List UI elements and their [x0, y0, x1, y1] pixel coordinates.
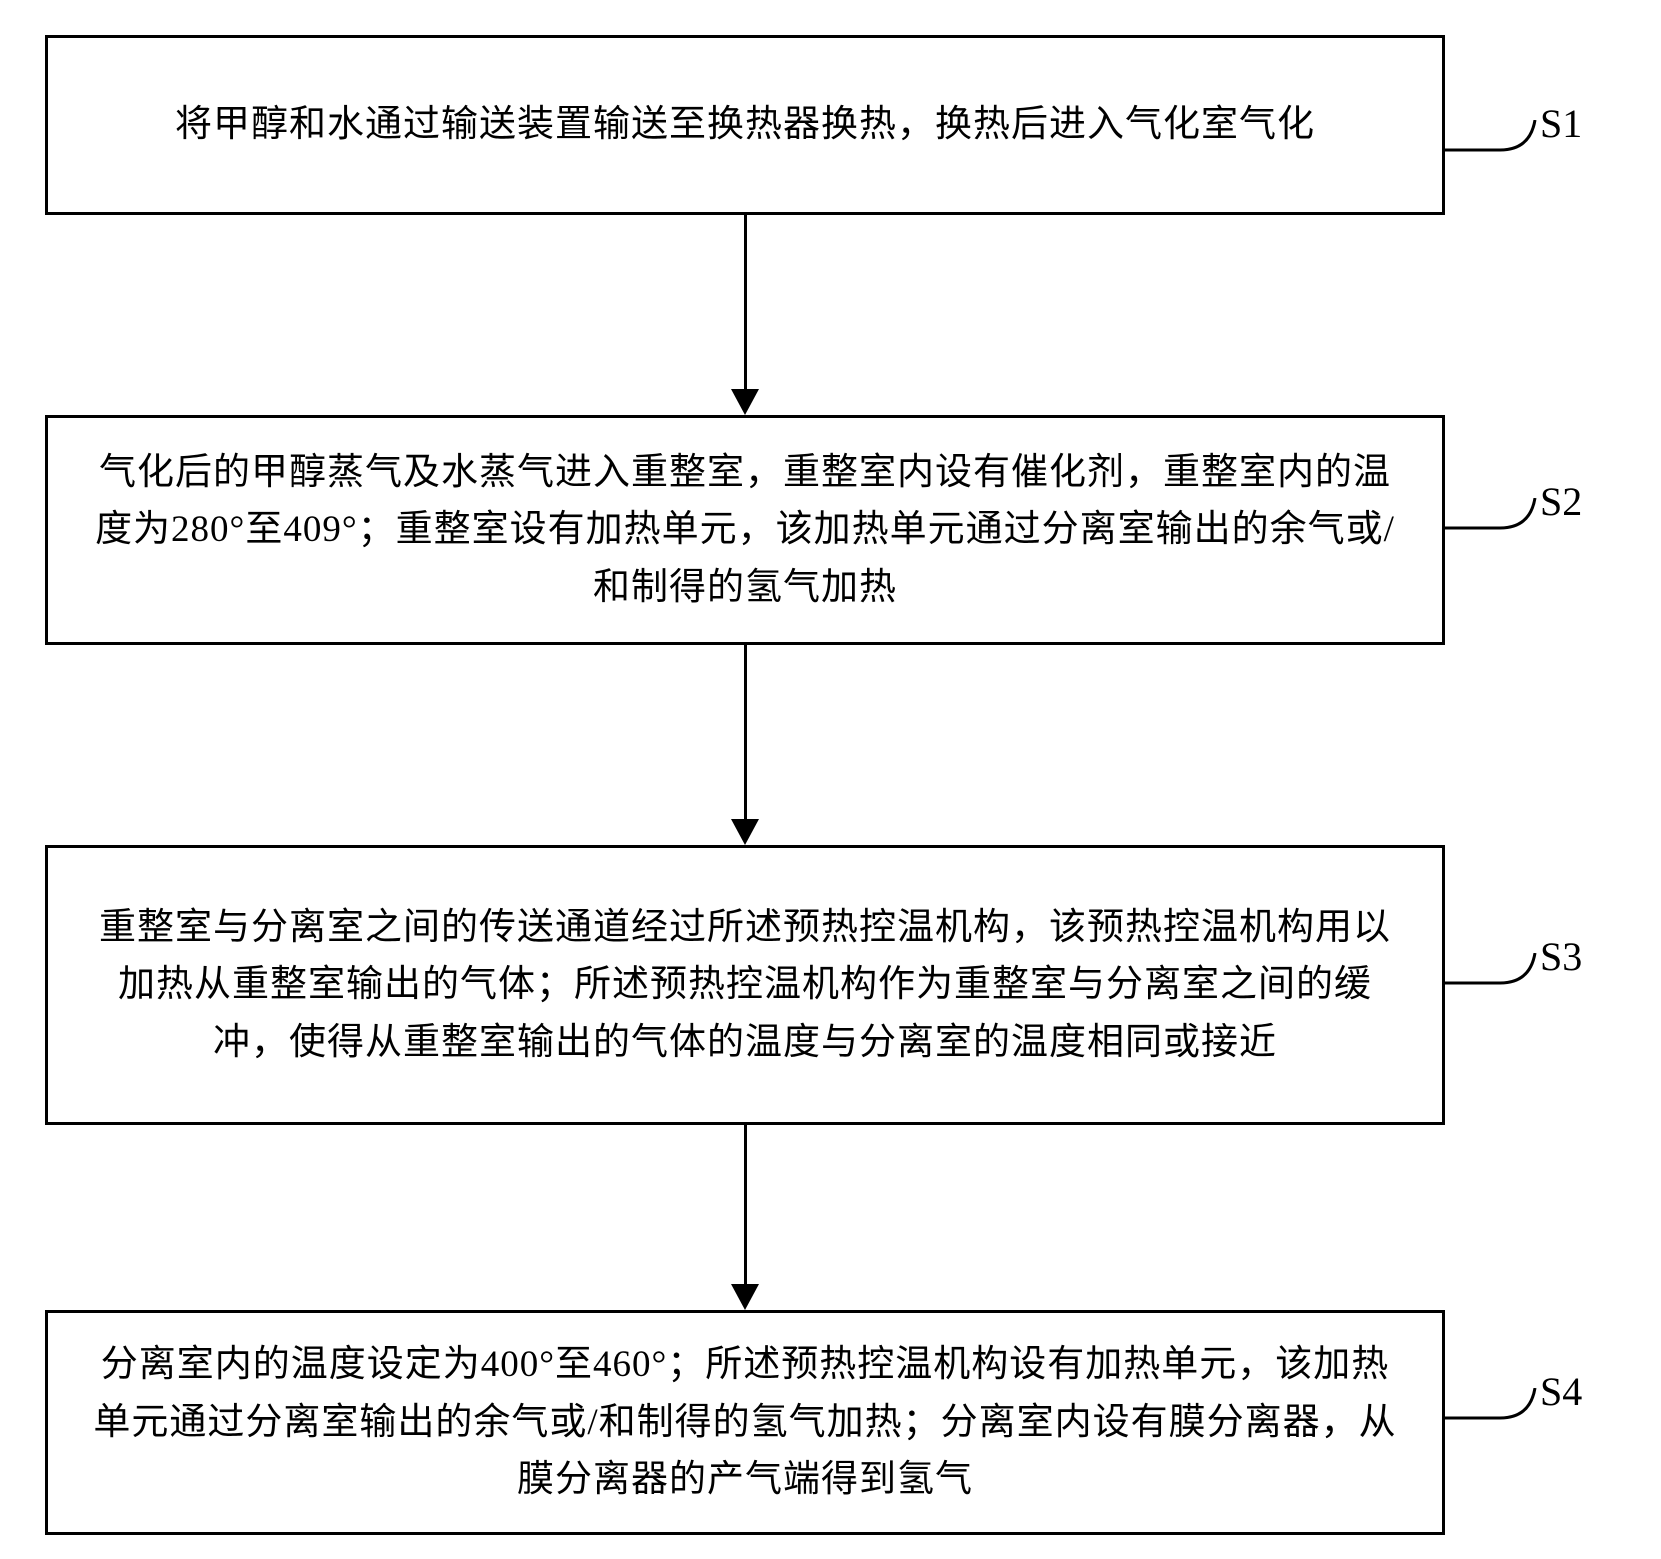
node-text: 分离室内的温度设定为400°至460°；所述预热控温机构设有加热单元，该加热单元…	[88, 1336, 1402, 1508]
arrow-head-icon	[731, 389, 759, 415]
flow-node-s1: 将甲醇和水通过输送装置输送至换热器换热，换热后进入气化室气化	[45, 35, 1445, 215]
connector-s2	[1445, 498, 1540, 558]
flow-node-s3: 重整室与分离室之间的传送通道经过所述预热控温机构，该预热控温机构用以加热从重整室…	[45, 845, 1445, 1125]
arrow-head-icon	[731, 1284, 759, 1310]
flow-node-s2: 气化后的甲醇蒸气及水蒸气进入重整室，重整室内设有催化剂，重整室内的温度为280°…	[45, 415, 1445, 645]
connector-s4	[1445, 1388, 1540, 1448]
step-label-s2: S2	[1540, 478, 1582, 525]
arrow-head-icon	[731, 819, 759, 845]
step-label-s3: S3	[1540, 933, 1582, 980]
connector-s3	[1445, 953, 1540, 1013]
node-text: 重整室与分离室之间的传送通道经过所述预热控温机构，该预热控温机构用以加热从重整室…	[88, 899, 1402, 1071]
arrow-line	[744, 645, 747, 819]
flowchart-canvas: 将甲醇和水通过输送装置输送至换热器换热，换热后进入气化室气化 S1 气化后的甲醇…	[0, 0, 1661, 1559]
arrow-line	[744, 1125, 747, 1284]
step-label-s1: S1	[1540, 100, 1582, 147]
step-label-s4: S4	[1540, 1368, 1582, 1415]
node-text: 气化后的甲醇蒸气及水蒸气进入重整室，重整室内设有催化剂，重整室内的温度为280°…	[88, 444, 1402, 616]
connector-s1	[1445, 120, 1540, 180]
node-text: 将甲醇和水通过输送装置输送至换热器换热，换热后进入气化室气化	[175, 96, 1315, 153]
flow-node-s4: 分离室内的温度设定为400°至460°；所述预热控温机构设有加热单元，该加热单元…	[45, 1310, 1445, 1535]
arrow-line	[744, 215, 747, 389]
